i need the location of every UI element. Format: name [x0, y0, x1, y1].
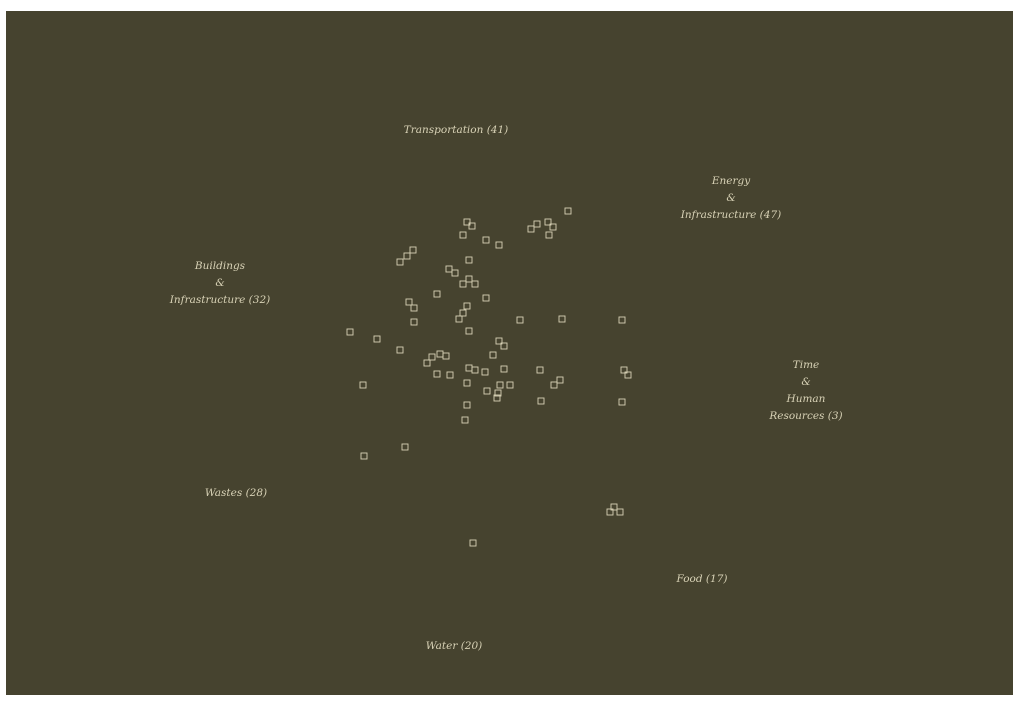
scatter-point: [463, 379, 471, 387]
category-label-time: Time & Human Resources (3): [769, 357, 842, 425]
scatter-point: [463, 302, 471, 310]
category-label-line: Buildings: [194, 260, 246, 272]
scatter-point: [461, 416, 469, 424]
scatter-point: [465, 275, 473, 283]
scatter-point: [433, 370, 441, 378]
scatter-point: [558, 315, 566, 323]
scatter-point: [500, 342, 508, 350]
scatter-point: [618, 398, 626, 406]
scatter-point: [496, 381, 504, 389]
scatter-point: [549, 223, 557, 231]
category-label-line: &: [215, 277, 225, 289]
scatter-point: [471, 280, 479, 288]
scatter-point: [618, 316, 626, 324]
scatter-point: [396, 346, 404, 354]
scatter-point: [493, 394, 501, 402]
scatter-plot: [346, 207, 632, 547]
category-label-line: Resources (3): [769, 410, 843, 422]
category-label-buildings: Buildings & Infrastructure (32): [170, 258, 270, 309]
category-label-line: Transportation (41): [403, 124, 509, 136]
scatter-point: [360, 452, 368, 460]
category-label-line: Energy: [711, 175, 751, 187]
scatter-point: [495, 337, 503, 345]
scatter-point: [436, 350, 444, 358]
scatter-point: [465, 256, 473, 264]
scatter-point: [500, 365, 508, 373]
scatter-point: [494, 389, 502, 397]
scatter-point: [465, 327, 473, 335]
scatter-point: [423, 359, 431, 367]
scatter-point: [409, 246, 417, 254]
scatter-point: [410, 318, 418, 326]
scatter-point: [536, 366, 544, 374]
scatter-point: [346, 328, 354, 336]
scatter-point: [459, 231, 467, 239]
scatter-point: [533, 220, 541, 228]
category-label-line: Infrastructure (47): [680, 209, 782, 221]
category-label-water: Water (20): [426, 638, 482, 655]
scatter-point: [556, 376, 564, 384]
scatter-point: [445, 265, 453, 273]
scatter-point: [606, 508, 614, 516]
category-label-transportation: Transportation (41): [404, 122, 509, 139]
scatter-point: [481, 368, 489, 376]
category-label-line: Food (17): [676, 573, 728, 585]
scatter-point: [459, 309, 467, 317]
scatter-point: [396, 258, 404, 266]
category-label-line: Time: [792, 359, 820, 371]
scatter-point: [516, 316, 524, 324]
scatter-point: [544, 218, 552, 226]
scatter-point: [564, 207, 572, 215]
scatter-point: [610, 503, 618, 511]
scatter-point: [624, 371, 632, 379]
scatter-point: [483, 387, 491, 395]
scatter-point: [495, 241, 503, 249]
scatter-point: [545, 231, 553, 239]
scatter-point: [465, 364, 473, 372]
category-label-wastes: Wastes (28): [205, 485, 267, 502]
category-label-line: Water (20): [425, 640, 483, 652]
category-label-energy: Energy & Infrastructure (47): [681, 173, 781, 224]
scatter-point: [359, 381, 367, 389]
scatter-point: [616, 508, 624, 516]
scatter-point: [446, 371, 454, 379]
scatter-point: [403, 252, 411, 260]
scatter-point: [410, 304, 418, 312]
scatter-point: [373, 335, 381, 343]
scatter-point: [468, 222, 476, 230]
scatter-point: [459, 280, 467, 288]
chart-background: Transportation (41) Energy & Infrastruct…: [6, 11, 1013, 695]
scatter-point: [482, 236, 490, 244]
scatter-point: [455, 315, 463, 323]
scatter-point: [471, 366, 479, 374]
scatter-point: [620, 366, 628, 374]
category-label-line: Wastes (28): [204, 487, 268, 499]
scatter-point: [463, 401, 471, 409]
category-label-line: Human: [786, 393, 826, 405]
scatter-point: [527, 225, 535, 233]
scatter-point: [433, 290, 441, 298]
scatter-point: [405, 298, 413, 306]
scatter-point: [442, 352, 450, 360]
scatter-point: [451, 269, 459, 277]
scatter-point: [506, 381, 514, 389]
scatter-point: [550, 381, 558, 389]
scatter-point: [428, 353, 436, 361]
scatter-point: [537, 397, 545, 405]
scatter-point: [469, 539, 477, 547]
category-label-line: &: [726, 192, 736, 204]
category-label-food: Food (17): [677, 571, 728, 588]
category-label-line: &: [801, 376, 811, 388]
scatter-point: [463, 218, 471, 226]
category-label-line: Infrastructure (32): [169, 294, 271, 306]
scatter-point: [401, 443, 409, 451]
scatter-point: [489, 351, 497, 359]
scatter-point: [482, 294, 490, 302]
